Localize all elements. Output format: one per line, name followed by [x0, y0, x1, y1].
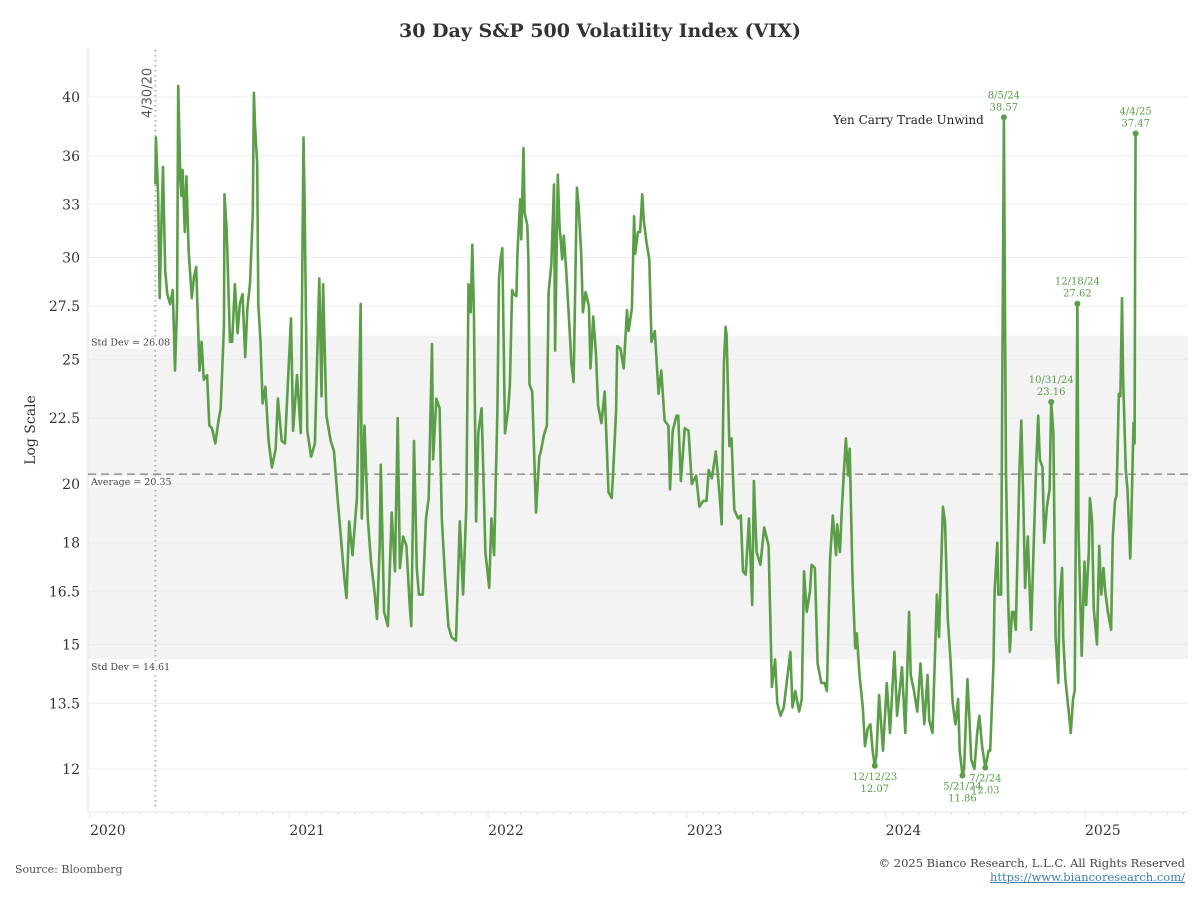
annotation-date-label: 8/5/24: [988, 90, 1020, 101]
lower-std-dev-label-bg: [89, 661, 169, 674]
x-tick-label: 2023: [687, 823, 723, 839]
y-tick-label: 20: [62, 477, 80, 493]
annotation-point: [871, 762, 878, 769]
y-tick-label: 27.5: [49, 299, 80, 315]
annotation-date-label: 4/4/25: [1120, 106, 1152, 117]
average-label: Average = 20.35: [90, 477, 172, 488]
x-tick-label: 2025: [1085, 823, 1121, 839]
y-tick-label: 30: [62, 251, 80, 267]
x-tick-label: 2021: [289, 823, 325, 839]
y-tick-label: 25: [62, 352, 80, 368]
chart-title: 30 Day S&P 500 Volatility Index (VIX): [399, 20, 801, 42]
upper-std-dev-label: Std Dev = 26.08: [91, 338, 170, 349]
annotation-point: [959, 772, 966, 779]
y-tick-label: 40: [62, 90, 80, 106]
copyright-text: © 2025 Bianco Research, L.L.C. All Right…: [878, 856, 1185, 870]
annotation-point: [1048, 399, 1055, 406]
x-tick-label: 2022: [488, 823, 524, 839]
y-tick-label: 33: [62, 197, 80, 213]
annotation-date-label: 7/2/24: [969, 774, 1001, 785]
x-tick-label: 2020: [90, 823, 126, 839]
source-note: Source: Bloomberg: [15, 863, 123, 876]
copyright-block: © 2025 Bianco Research, L.L.C. All Right…: [879, 856, 1185, 884]
reference-lines: 4/30/20 Std Dev = 26.08 Average = 20.35 Std…: [88, 50, 1188, 810]
y-tick-label: 13.5: [49, 696, 80, 712]
website-link[interactable]: https://www.biancoresearch.com/: [989, 870, 1185, 884]
annotation-value-label: 11.86: [948, 794, 977, 805]
annotation-value-label: 12.03: [971, 786, 1000, 797]
annotation-date-label: 12/12/23: [852, 772, 897, 783]
annotation-point: [1132, 130, 1139, 137]
annotation-value-label: 37.47: [1121, 118, 1150, 129]
y-tick-label: 12: [62, 762, 80, 778]
x-tick-label: 2024: [886, 823, 922, 839]
axes: 12 13.5 15 16.5 18 20 22.5 25 27.5 30 33 36 40 2020 20…: [49, 48, 1188, 839]
y-axis-label: Log Scale: [23, 395, 39, 465]
annotation-point: [1074, 300, 1081, 307]
y-tick-label: 15: [62, 637, 80, 653]
annotation-point: [1000, 114, 1007, 121]
annotation-point: [982, 764, 989, 771]
y-tick-label: 36: [62, 149, 80, 165]
annotation-value-label: 12.07: [860, 784, 889, 795]
date-marker-label: 4/30/20: [140, 68, 155, 118]
yen-carry-annotation: Yen Carry Trade Unwind: [832, 113, 984, 127]
lower-std-dev-label: Std Dev = 14.61: [91, 662, 170, 673]
annotation-date-label: 12/18/24: [1055, 277, 1100, 288]
y-tick-label: 18: [62, 536, 80, 552]
annotation-date-label: 5/21/24: [943, 782, 982, 793]
annotation-value-label: 23.16: [1037, 387, 1066, 398]
upper-std-dev-label-bg: [89, 336, 169, 349]
annotation-value-label: 27.62: [1063, 289, 1092, 300]
y-tick-label: 16.5: [49, 584, 80, 600]
annotation-date-label: 10/31/24: [1029, 375, 1074, 386]
annotation-value-label: 38.57: [990, 102, 1019, 113]
y-tick-label: 22.5: [49, 411, 80, 427]
average-label-bg: [89, 476, 169, 489]
